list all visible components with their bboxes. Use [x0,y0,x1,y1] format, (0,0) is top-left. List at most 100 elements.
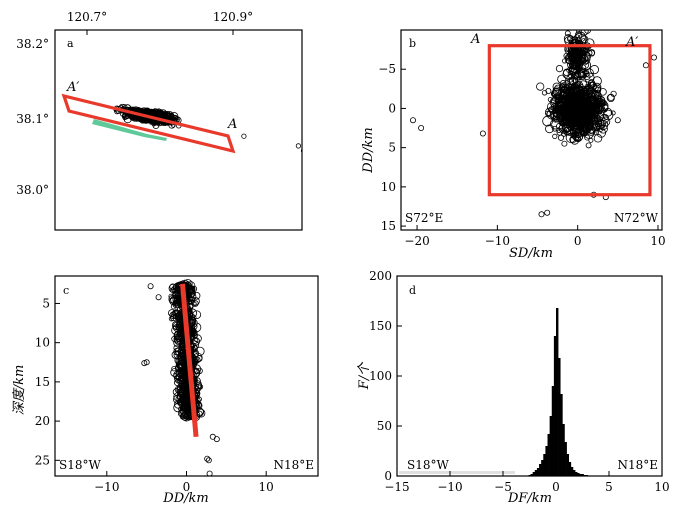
event-point [580,87,590,97]
event-point [187,296,196,305]
panel-a-letter: a [67,37,74,50]
y-tick-label: 10 [381,180,396,194]
event-point [551,91,557,97]
event-point [571,71,579,80]
event-point [593,118,603,127]
x-tick-label: −15 [384,480,409,494]
panel-b-corner-left: S72°E [405,211,443,225]
event-point [567,104,577,114]
event-point [196,367,203,375]
event-point [651,54,658,61]
profile-label-a: A [470,32,480,47]
histogram-bar [570,467,574,476]
x-tick-label: 5 [605,480,613,494]
event-point [544,209,551,216]
event-point [584,30,591,34]
histogram-bar [556,308,559,476]
event-point [174,300,180,306]
event-point [569,117,576,124]
event-point [538,211,545,218]
event-point [181,375,188,381]
panel-b-corner-right: N72°W [614,211,659,225]
event-point [570,85,579,95]
event-point [175,371,181,377]
histogram-bar [536,468,540,476]
event-point [555,105,567,116]
histogram-bar [575,472,578,476]
panel-b-frame [400,29,663,231]
y-tick-label: 25 [35,453,50,467]
event-point [554,84,563,93]
x-tick-label: 0 [183,480,191,494]
event-point [584,134,590,141]
histogram-bar [534,470,538,476]
event-point [575,68,586,79]
histogram-bar [543,454,546,476]
histogram-bar [532,472,536,476]
event-point [558,123,570,134]
y-tick-label: 0 [384,469,392,483]
event-point [152,122,160,129]
event-point [295,143,301,149]
panel-a-ytick-2: 38.1° [16,112,49,126]
panel-a-ytick-3: 38.0° [16,183,49,197]
panel-b-yticks: −5 0 5 10 15 [378,62,406,233]
event-point [545,110,551,117]
profile-label-a: A [227,117,237,132]
histogram-bar [545,446,548,476]
event-point [575,95,584,104]
panel-c-corner-left: S18°W [59,458,101,472]
event-point [178,382,184,388]
event-point [141,360,148,367]
histogram-bar [562,424,565,476]
event-point [594,99,605,110]
histogram-bar [577,473,580,476]
event-point [555,64,564,73]
event-point [593,94,602,103]
panel-b-plot [409,30,658,218]
event-point [409,117,416,124]
event-point [563,34,573,44]
event-point [578,49,584,55]
event-point [179,406,187,414]
event-point [593,99,602,108]
panel-d-frame [396,275,663,477]
event-point [603,107,613,117]
event-point [564,30,571,37]
event-point [168,316,174,322]
event-point [563,84,570,91]
event-point [584,109,593,117]
event-point [145,107,151,114]
event-point [584,85,595,96]
y-tick-label: 5 [42,296,50,310]
event-point [164,113,170,119]
event-point [551,102,559,110]
event-point [565,132,576,143]
event-point [552,115,560,123]
event-point [175,316,181,322]
histogram-bar [585,475,589,476]
y-tick-label: 50 [377,419,392,433]
event-point [545,88,552,94]
panel-c-events [141,279,220,476]
event-point [177,379,184,386]
x-tick-label: −5 [494,480,512,494]
histogram-bar [558,358,561,476]
x-tick-label: −10 [485,234,510,248]
event-point [176,392,185,401]
event-point [564,120,571,126]
event-point [574,49,581,57]
event-point [572,87,584,99]
event-point [579,47,588,55]
panel-a-frame [54,29,303,231]
panel-c-xticks: −10 0 10 [94,471,274,494]
event-point [582,99,591,107]
panel-d-letter: d [409,284,416,297]
panel-a-plot [61,93,302,154]
event-point [206,470,213,476]
event-point [642,62,649,69]
event-point [610,90,617,97]
event-point [576,30,582,34]
histogram-bars [528,308,589,476]
x-tick-label: −20 [404,234,429,248]
